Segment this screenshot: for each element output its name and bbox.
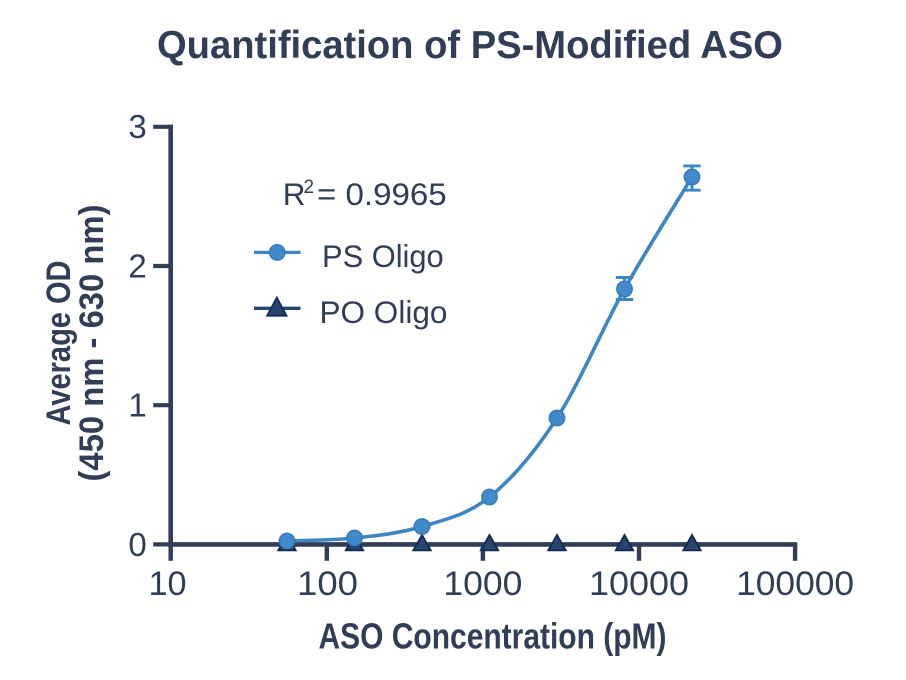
svg-text:Quantification of PS-Modified: Quantification of PS-Modified ASO: [157, 24, 783, 67]
svg-text:1000: 1000: [443, 565, 522, 603]
svg-text:2: 2: [128, 247, 146, 284]
svg-text:ASO Concentration (pM): ASO Concentration (pM): [319, 616, 667, 657]
svg-text:(450 nm - 630 nm): (450 nm - 630 nm): [73, 205, 111, 482]
svg-text:10000: 10000: [589, 565, 689, 603]
svg-text:10: 10: [149, 565, 187, 603]
svg-text:PS Oligo: PS Oligo: [322, 238, 444, 274]
svg-text:= 0.9965: = 0.9965: [317, 176, 447, 212]
svg-text:1: 1: [128, 387, 146, 424]
svg-text:2: 2: [304, 177, 315, 198]
svg-text:100000: 100000: [736, 565, 854, 603]
svg-text:0: 0: [128, 526, 146, 563]
svg-text:100: 100: [297, 565, 358, 603]
svg-text:Average OD: Average OD: [40, 261, 78, 426]
svg-text:R: R: [283, 176, 306, 212]
svg-text:3: 3: [128, 108, 146, 145]
svg-text:PO Oligo: PO Oligo: [320, 294, 448, 330]
